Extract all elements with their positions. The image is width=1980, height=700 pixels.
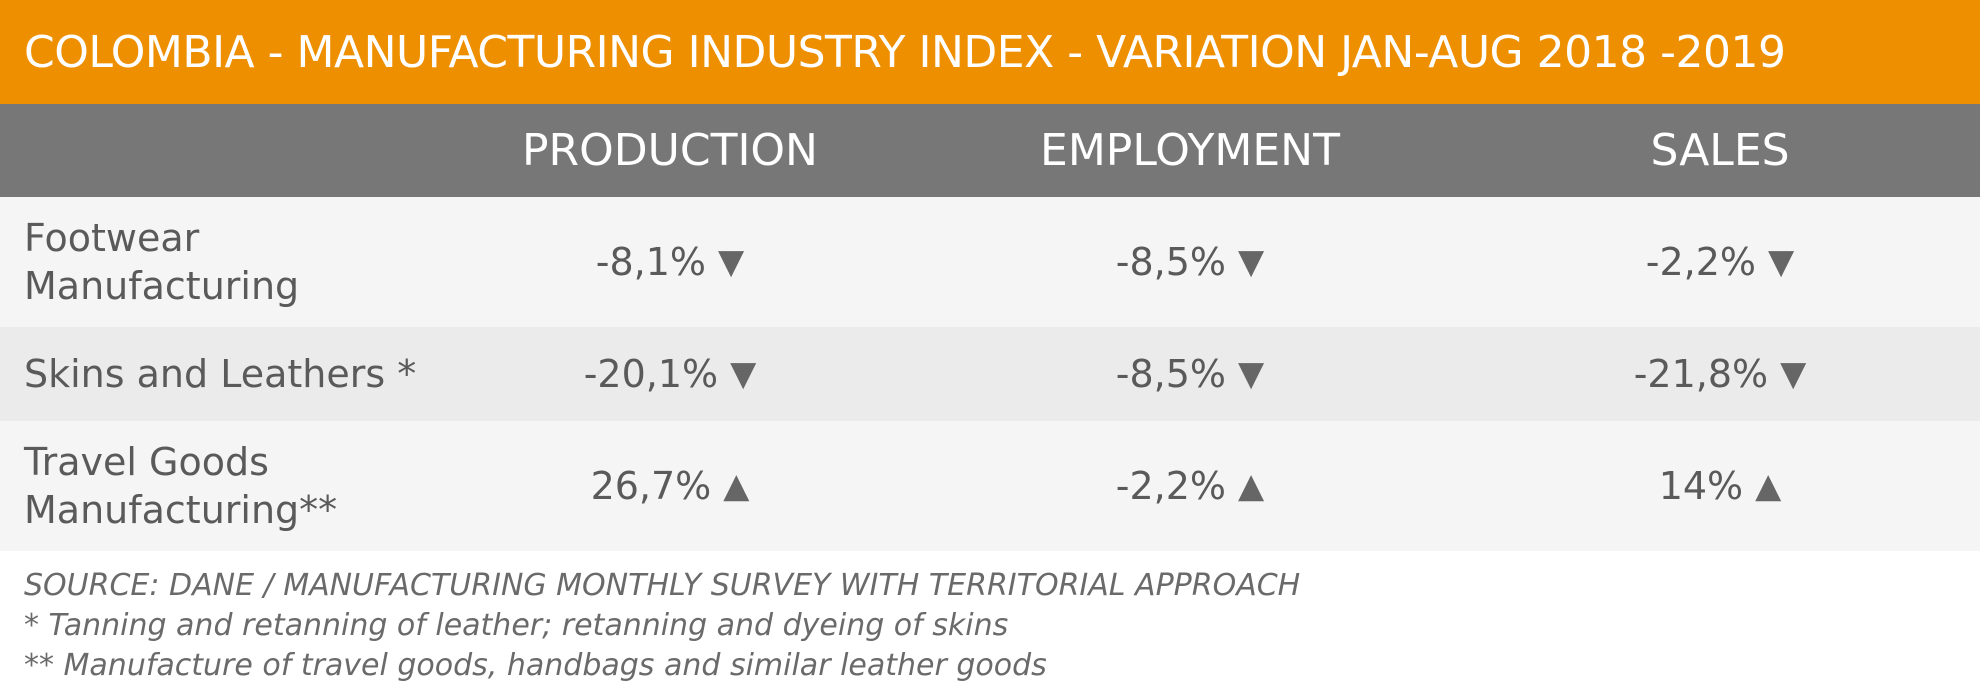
- row-label: Travel Goods Manufacturing**: [24, 440, 338, 532]
- value-text: -20,1%: [583, 352, 719, 396]
- source-note: SOURCE: DANE / MANUFACTURING MONTHLY SUR…: [24, 568, 1301, 603]
- value-cell: -2,2% ▼: [1510, 197, 1930, 327]
- value-cell: -8,1% ▼: [460, 197, 880, 327]
- table-title: COLOMBIA - MANUFACTURING INDUSTRY INDEX …: [24, 26, 1786, 78]
- value-text: 26,7%: [590, 464, 712, 508]
- column-header-employment: EMPLOYMENT: [1040, 125, 1340, 176]
- value-cell: 14% ▲: [1510, 421, 1930, 551]
- value-text: -8,5%: [1115, 240, 1227, 284]
- value-cell: -21,8% ▼: [1510, 327, 1930, 421]
- value-cell: -8,5% ▼: [980, 197, 1400, 327]
- value-cell: 26,7% ▲: [460, 421, 880, 551]
- table-row-footwear: Footwear Manufacturing -8,1% ▼ -8,5% ▼ -2,…: [0, 197, 1980, 327]
- value-text: -8,5%: [1115, 352, 1227, 396]
- column-header-bar: PRODUCTION EMPLOYMENT SALES: [0, 104, 1980, 197]
- down-arrow-icon: ▼: [1780, 354, 1807, 394]
- value-text: -2,2%: [1115, 464, 1227, 508]
- down-arrow-icon: ▼: [718, 242, 745, 282]
- down-arrow-icon: ▼: [1238, 354, 1265, 394]
- column-header-sales: SALES: [1650, 125, 1790, 176]
- down-arrow-icon: ▼: [730, 354, 757, 394]
- value-cell: -2,2% ▲: [980, 421, 1400, 551]
- footnotes: SOURCE: DANE / MANUFACTURING MONTHLY SUR…: [24, 566, 1954, 686]
- row-label: Footwear Manufacturing: [24, 216, 300, 308]
- value-cell: -8,5% ▼: [980, 327, 1400, 421]
- table-row-skins-leathers: Skins and Leathers * -20,1% ▼ -8,5% ▼ -21,…: [0, 327, 1980, 421]
- footnote-2: ** Manufacture of travel goods, handbags…: [24, 648, 1047, 683]
- up-arrow-icon: ▲: [723, 466, 750, 506]
- value-text: -2,2%: [1645, 240, 1757, 284]
- title-bar: COLOMBIA - MANUFACTURING INDUSTRY INDEX …: [0, 0, 1980, 104]
- value-cell: -20,1% ▼: [460, 327, 880, 421]
- row-label: Skins and Leathers *: [24, 352, 417, 396]
- down-arrow-icon: ▼: [1768, 242, 1795, 282]
- table-row-travel-goods: Travel Goods Manufacturing** 26,7% ▲ -2,2…: [0, 421, 1980, 551]
- up-arrow-icon: ▲: [1238, 466, 1265, 506]
- up-arrow-icon: ▲: [1755, 466, 1782, 506]
- value-text: -21,8%: [1633, 352, 1769, 396]
- down-arrow-icon: ▼: [1238, 242, 1265, 282]
- column-header-production: PRODUCTION: [522, 125, 818, 176]
- value-text: -8,1%: [595, 240, 707, 284]
- footnote-1: * Tanning and retanning of leather; reta…: [24, 608, 1009, 643]
- value-text: 14%: [1658, 464, 1744, 508]
